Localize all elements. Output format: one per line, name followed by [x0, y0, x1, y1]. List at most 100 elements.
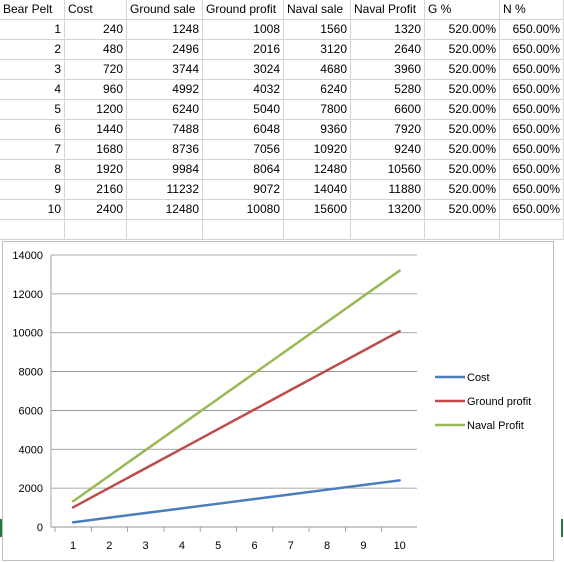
data-point-naval-profit	[398, 269, 401, 272]
cell-n-pct[interactable]: 650.00%	[500, 160, 564, 180]
cell-ground-sale[interactable]: 8736	[127, 140, 203, 160]
cell-naval-profit[interactable]: 6600	[351, 100, 425, 120]
cell-bear-pelt[interactable]: 8	[0, 160, 65, 180]
line-chart[interactable]: 0 2000 4000 6000 8000 10000 12000 14000 1 2 3 4 5 6 7 8…	[2, 241, 554, 561]
cell-cost[interactable]: 1680	[65, 140, 127, 160]
cell-naval-profit[interactable]: 11880	[351, 180, 425, 200]
cell-g-pct[interactable]: 520.00%	[425, 20, 500, 40]
header-cell-bear-pelt[interactable]: Bear Pelt	[0, 0, 65, 20]
cell-naval-profit[interactable]: 10560	[351, 160, 425, 180]
cell-ground-profit[interactable]: 5040	[203, 100, 284, 120]
header-cell-ground-profit[interactable]: Ground profit	[203, 0, 284, 20]
cell-g-pct[interactable]: 520.00%	[425, 180, 500, 200]
cell-naval-profit[interactable]: 13200	[351, 200, 425, 220]
cell-ground-profit[interactable]: 9072	[203, 180, 284, 200]
cell-ground-profit[interactable]: 8064	[203, 160, 284, 180]
cell-cost[interactable]: 480	[65, 40, 127, 60]
cell-bear-pelt[interactable]: 9	[0, 180, 65, 200]
cell-ground-sale[interactable]: 12480	[127, 200, 203, 220]
cell-naval-profit[interactable]: 7920	[351, 120, 425, 140]
cell-ground-sale[interactable]: 11232	[127, 180, 203, 200]
cell-g-pct[interactable]: 520.00%	[425, 160, 500, 180]
cell-ground-sale[interactable]: 2496	[127, 40, 203, 60]
empty-cell[interactable]	[0, 220, 65, 240]
cell-n-pct[interactable]: 650.00%	[500, 200, 564, 220]
cell-n-pct[interactable]: 650.00%	[500, 80, 564, 100]
cell-bear-pelt[interactable]: 4	[0, 80, 65, 100]
empty-cell[interactable]	[500, 220, 564, 240]
cell-bear-pelt[interactable]: 5	[0, 100, 65, 120]
cell-naval-sale[interactable]: 7800	[284, 100, 351, 120]
header-cell-g-pct[interactable]: G %	[425, 0, 500, 20]
cell-naval-sale[interactable]: 15600	[284, 200, 351, 220]
cell-ground-profit[interactable]: 10080	[203, 200, 284, 220]
cell-naval-sale[interactable]: 3120	[284, 40, 351, 60]
cell-g-pct[interactable]: 520.00%	[425, 120, 500, 140]
empty-cell[interactable]	[425, 220, 500, 240]
cell-n-pct[interactable]: 650.00%	[500, 180, 564, 200]
cell-cost[interactable]: 1440	[65, 120, 127, 140]
cell-naval-profit[interactable]: 3960	[351, 60, 425, 80]
cell-ground-profit[interactable]: 6048	[203, 120, 284, 140]
cell-ground-sale[interactable]: 6240	[127, 100, 203, 120]
cell-cost[interactable]: 1920	[65, 160, 127, 180]
empty-cell[interactable]	[127, 220, 203, 240]
cell-cost[interactable]: 960	[65, 80, 127, 100]
cell-bear-pelt[interactable]: 2	[0, 40, 65, 60]
header-cell-naval-sale[interactable]: Naval sale	[284, 0, 351, 20]
cell-n-pct[interactable]: 650.00%	[500, 60, 564, 80]
cell-cost[interactable]: 240	[65, 20, 127, 40]
cell-naval-sale[interactable]: 4680	[284, 60, 351, 80]
cell-naval-profit[interactable]: 9240	[351, 140, 425, 160]
data-point-ground-profit	[180, 447, 184, 450]
cell-cost[interactable]: 2400	[65, 200, 127, 220]
cell-n-pct[interactable]: 650.00%	[500, 120, 564, 140]
data-point-cost	[108, 516, 111, 519]
cell-bear-pelt[interactable]: 6	[0, 120, 65, 140]
cell-naval-profit[interactable]: 5280	[351, 80, 425, 100]
cell-ground-sale[interactable]: 4992	[127, 80, 203, 100]
cell-ground-profit[interactable]: 3024	[203, 60, 284, 80]
cell-ground-profit[interactable]: 2016	[203, 40, 284, 60]
empty-cell[interactable]	[203, 220, 284, 240]
cell-naval-sale[interactable]: 1560	[284, 20, 351, 40]
cell-g-pct[interactable]: 520.00%	[425, 140, 500, 160]
empty-cell[interactable]	[284, 220, 351, 240]
cell-g-pct[interactable]: 520.00%	[425, 60, 500, 80]
cell-n-pct[interactable]: 650.00%	[500, 100, 564, 120]
cell-naval-profit[interactable]: 1320	[351, 20, 425, 40]
cell-g-pct[interactable]: 520.00%	[425, 200, 500, 220]
cell-naval-sale[interactable]: 12480	[284, 160, 351, 180]
empty-cell[interactable]	[351, 220, 425, 240]
cell-bear-pelt[interactable]: 1	[0, 20, 65, 40]
cell-n-pct[interactable]: 650.00%	[500, 20, 564, 40]
cell-g-pct[interactable]: 520.00%	[425, 100, 500, 120]
cell-g-pct[interactable]: 520.00%	[425, 80, 500, 100]
cell-bear-pelt[interactable]: 3	[0, 60, 65, 80]
cell-bear-pelt[interactable]: 7	[0, 140, 65, 160]
cell-ground-sale[interactable]: 3744	[127, 60, 203, 80]
cell-n-pct[interactable]: 650.00%	[500, 140, 564, 160]
header-cell-naval-profit[interactable]: Naval Profit	[351, 0, 425, 20]
cell-cost[interactable]: 720	[65, 60, 127, 80]
cell-n-pct[interactable]: 650.00%	[500, 40, 564, 60]
cell-naval-sale[interactable]: 9360	[284, 120, 351, 140]
cell-ground-profit[interactable]: 4032	[203, 80, 284, 100]
cell-ground-profit[interactable]: 1008	[203, 20, 284, 40]
cell-ground-sale[interactable]: 1248	[127, 20, 203, 40]
cell-ground-profit[interactable]: 7056	[203, 140, 284, 160]
cell-g-pct[interactable]: 520.00%	[425, 40, 500, 60]
header-cell-cost[interactable]: Cost	[65, 0, 127, 20]
cell-naval-sale[interactable]: 10920	[284, 140, 351, 160]
cell-ground-sale[interactable]: 9984	[127, 160, 203, 180]
cell-naval-profit[interactable]: 2640	[351, 40, 425, 60]
cell-cost[interactable]: 1200	[65, 100, 127, 120]
cell-bear-pelt[interactable]: 10	[0, 200, 65, 220]
header-cell-ground-sale[interactable]: Ground sale	[127, 0, 203, 20]
cell-naval-sale[interactable]: 6240	[284, 80, 351, 100]
cell-ground-sale[interactable]: 7488	[127, 120, 203, 140]
cell-cost[interactable]: 2160	[65, 180, 127, 200]
header-cell-n-pct[interactable]: N %	[500, 0, 564, 20]
empty-cell[interactable]	[65, 220, 127, 240]
cell-naval-sale[interactable]: 14040	[284, 180, 351, 200]
